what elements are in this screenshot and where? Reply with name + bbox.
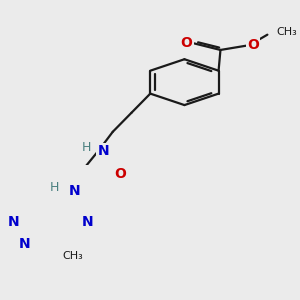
Text: O: O	[181, 36, 193, 50]
Text: H: H	[82, 141, 91, 154]
Text: O: O	[114, 167, 126, 182]
Text: O: O	[248, 38, 259, 52]
Text: N: N	[98, 144, 109, 158]
Text: CH₃: CH₃	[62, 251, 83, 261]
Text: N: N	[19, 237, 31, 250]
Text: H: H	[50, 181, 59, 194]
Text: N: N	[8, 215, 20, 229]
Text: N: N	[68, 184, 80, 198]
Text: N: N	[82, 215, 94, 229]
Text: CH₃: CH₃	[277, 28, 298, 38]
